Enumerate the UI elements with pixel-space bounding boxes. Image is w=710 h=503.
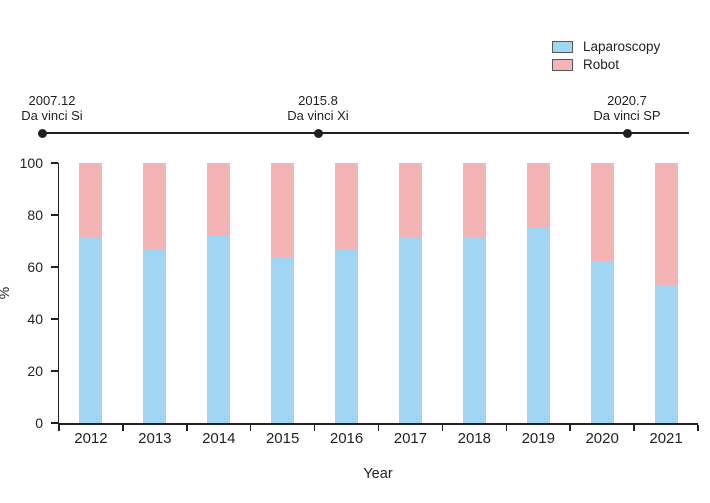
legend-item-laparoscopy: Laparoscopy xyxy=(552,40,660,53)
bar-2012 xyxy=(79,163,103,423)
timeline-dot-da-vinci-si xyxy=(37,128,47,138)
y-tick-label-100: 100 xyxy=(19,155,43,171)
timeline-label-da-vinci-sp: 2020.7 Da vinci SP xyxy=(593,93,660,123)
legend-label-laparoscopy: Laparoscopy xyxy=(583,39,661,54)
x-tick xyxy=(313,424,316,431)
y-axis-title: % xyxy=(0,287,12,299)
bar-segment-robot xyxy=(335,163,359,249)
bar-2019 xyxy=(526,163,550,423)
bar-segment-laparoscopy xyxy=(143,248,167,423)
legend-item-robot: Robot xyxy=(552,58,660,71)
timeline-label-da-vinci-xi: 2015.8 Da vinci Xi xyxy=(287,93,348,123)
y-tick-100 xyxy=(50,162,58,164)
x-category-label-2015: 2015 xyxy=(265,430,300,447)
bar-2014 xyxy=(207,163,231,423)
x-tick xyxy=(697,424,699,431)
x-tick xyxy=(441,424,444,431)
x-category-label-2013: 2013 xyxy=(138,430,172,447)
bar-segment-robot xyxy=(462,163,486,239)
y-tick-label-80: 80 xyxy=(27,207,43,223)
bar-segment-robot xyxy=(271,163,295,257)
legend: Laparoscopy Robot xyxy=(552,40,660,76)
legend-label-robot: Robot xyxy=(583,57,620,72)
bar-segment-robot xyxy=(654,163,678,286)
timeline-dot-da-vinci-xi xyxy=(313,128,323,138)
bar-segment-laparoscopy xyxy=(590,261,614,423)
x-tick xyxy=(633,424,635,431)
bar-segment-robot xyxy=(590,163,614,262)
timeline-date: 2020.7 xyxy=(607,93,647,108)
x-axis-title: Year xyxy=(363,466,393,482)
y-tick-60 xyxy=(50,266,58,268)
x-tick xyxy=(58,424,60,431)
bar-2017 xyxy=(398,163,422,423)
bar-segment-laparoscopy xyxy=(207,235,231,423)
x-tick xyxy=(569,424,571,431)
y-tick-0 xyxy=(50,422,58,424)
bar-segment-laparoscopy xyxy=(271,256,295,423)
bar-2013 xyxy=(143,163,167,423)
x-category-label-2018: 2018 xyxy=(457,430,492,447)
timeline-label-da-vinci-si: 2007.12 Da vinci Si xyxy=(21,93,82,123)
y-tick-label-20: 20 xyxy=(27,363,43,379)
x-tick xyxy=(122,424,124,431)
x-category-label-2020: 2020 xyxy=(585,430,619,447)
x-tick xyxy=(249,424,252,431)
bar-segment-laparoscopy xyxy=(398,238,422,423)
timeline-device: Da vinci Si xyxy=(21,108,83,123)
robot-swatch-icon xyxy=(552,58,573,71)
bar-segment-robot xyxy=(207,163,231,236)
bar-segment-robot xyxy=(79,163,103,239)
bar-2016 xyxy=(335,163,359,423)
x-category-label-2012: 2012 xyxy=(74,430,108,447)
bar-segment-laparoscopy xyxy=(462,238,486,423)
x-category-label-2021: 2021 xyxy=(649,430,683,447)
bar-2020 xyxy=(590,163,614,423)
x-axis-line xyxy=(57,423,698,425)
bar-segment-laparoscopy xyxy=(654,285,678,423)
x-category-label-2017: 2017 xyxy=(393,430,428,447)
laparoscopy-swatch-icon xyxy=(552,40,573,53)
bar-2018 xyxy=(462,163,486,423)
timeline-dot-da-vinci-sp xyxy=(622,128,632,138)
y-tick-40 xyxy=(50,318,58,320)
timeline-date: 2015.8 xyxy=(298,93,338,108)
bar-2015 xyxy=(271,163,295,423)
timeline-line xyxy=(42,132,689,134)
x-category-label-2019: 2019 xyxy=(521,430,555,447)
bar-segment-laparoscopy xyxy=(335,248,359,423)
bar-segment-laparoscopy xyxy=(526,228,550,423)
x-tick xyxy=(186,424,188,431)
bar-segment-robot xyxy=(526,163,550,228)
x-category-label-2016: 2016 xyxy=(329,430,364,447)
x-category-label-2014: 2014 xyxy=(202,430,236,447)
timeline-device: Da vinci SP xyxy=(593,108,661,123)
bar-segment-laparoscopy xyxy=(79,238,103,423)
bar-segment-robot xyxy=(143,163,167,249)
bar-segment-robot xyxy=(398,163,422,239)
y-tick-label-0: 0 xyxy=(35,415,43,431)
y-tick-label-40: 40 xyxy=(27,311,43,327)
x-tick xyxy=(377,424,380,431)
timeline-device: Da vinci Xi xyxy=(287,108,349,123)
y-tick-label-60: 60 xyxy=(27,259,43,275)
x-tick xyxy=(505,424,508,431)
y-tick-20 xyxy=(50,370,58,372)
timeline-date: 2007.12 xyxy=(28,93,76,108)
y-tick-80 xyxy=(50,214,58,216)
bar-2021 xyxy=(654,163,678,423)
y-axis-line xyxy=(57,163,59,424)
plot-area xyxy=(50,162,699,431)
